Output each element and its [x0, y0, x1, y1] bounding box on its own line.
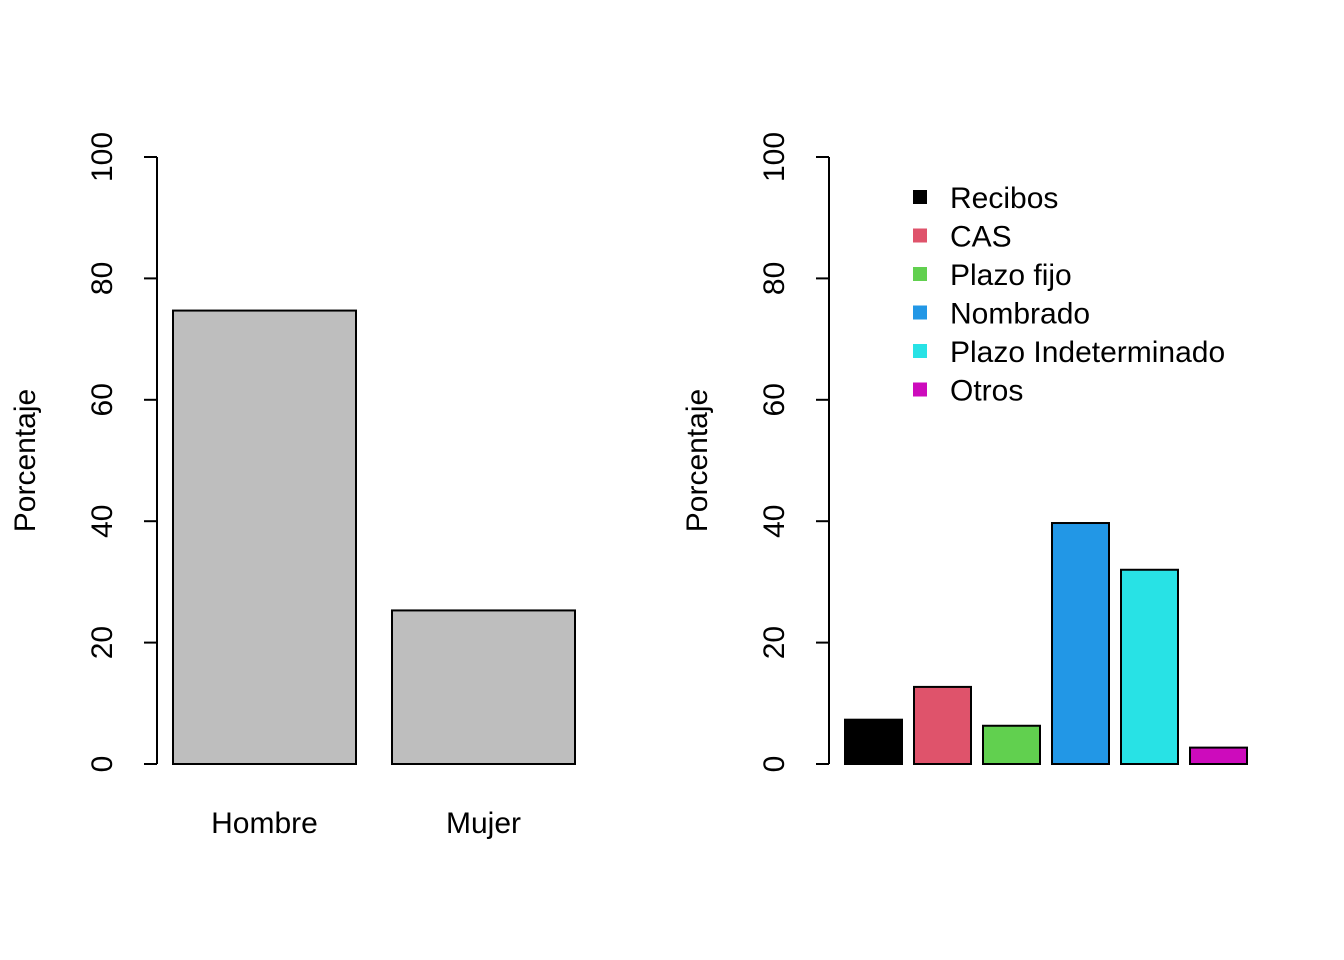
category-label: Mujer	[446, 807, 521, 840]
y-axis-label: Porcentaje	[9, 389, 42, 532]
legend-swatch	[913, 228, 927, 243]
legend-label: CAS	[950, 221, 1012, 254]
y-tick-label: 20	[86, 626, 119, 659]
y-tick-label: 40	[86, 505, 119, 538]
legend-label: Recibos	[950, 182, 1058, 215]
y-tick-label: 20	[758, 626, 791, 659]
y-tick-label: 100	[758, 132, 791, 182]
legend-swatch	[913, 190, 927, 204]
y-tick-label: 100	[86, 132, 119, 182]
bar-nombrado	[1051, 522, 1110, 765]
bar-recibos	[844, 718, 903, 766]
legend-label: Nombrado	[950, 298, 1090, 331]
y-tick-label: 60	[758, 383, 791, 416]
legend-swatch	[913, 344, 927, 358]
bar-mujer	[391, 609, 576, 766]
y-tick-label: 0	[86, 756, 119, 773]
gender-bar-chart: 0 20 40 60 80 100 Porcentaje Hombre Mujer	[9, 132, 576, 840]
legend-swatch	[913, 305, 927, 320]
category-label: Hombre	[211, 807, 318, 840]
legend-swatch	[913, 267, 927, 281]
legend: Recibos CAS Plazo fijo Nombrado Plazo Indete…	[913, 182, 1225, 408]
bar-hombre	[172, 309, 357, 765]
legend-label: Plazo Indeterminado	[950, 336, 1225, 369]
bar-cas	[913, 685, 972, 766]
legend-label: Plazo fijo	[950, 259, 1072, 292]
bar-otros	[1189, 746, 1248, 766]
y-axis-label: Porcentaje	[681, 389, 714, 532]
contract-type-bar-chart: 0 20 40 60 80 100 Porcentaje Recibos CAS Plazo fi…	[681, 132, 1248, 773]
legend-swatch	[913, 382, 927, 397]
y-tick-label: 0	[758, 756, 791, 773]
legend-label: Otros	[950, 375, 1023, 408]
bar-plazo-indeterminado	[1120, 568, 1179, 766]
y-tick-label: 60	[86, 383, 119, 416]
y-tick-label: 40	[758, 505, 791, 538]
bar-plazo-fijo	[982, 724, 1041, 765]
y-tick-label: 80	[758, 262, 791, 295]
y-tick-label: 80	[86, 262, 119, 295]
